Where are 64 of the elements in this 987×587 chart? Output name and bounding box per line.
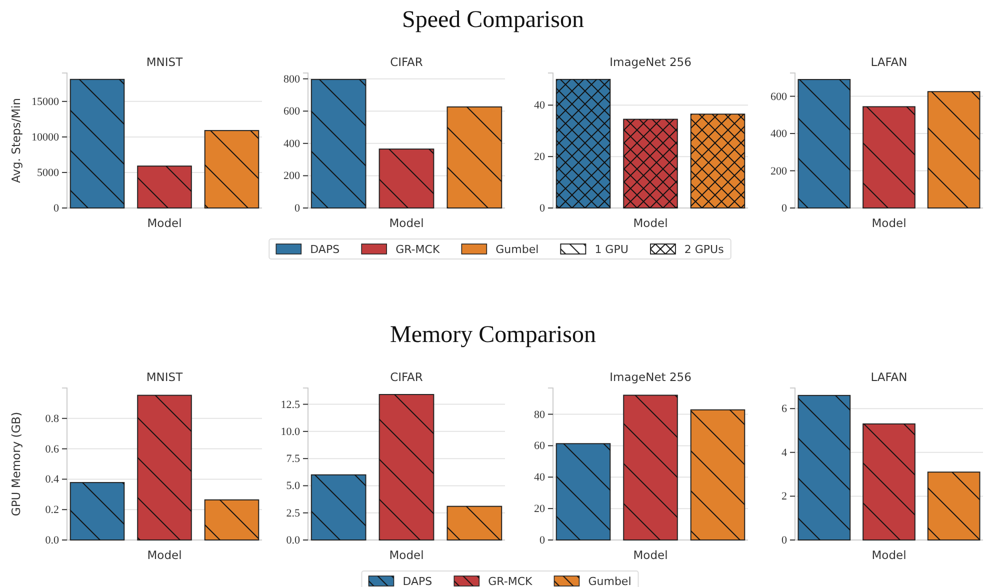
- x-axis-title: Model: [389, 548, 424, 562]
- y-tick-label: 10000: [32, 131, 60, 144]
- y-tick-label: 12.5: [280, 398, 300, 411]
- chart-title: LAFAN: [870, 370, 908, 384]
- y-tick-label: 0.0: [286, 534, 300, 547]
- text: 1 GPU: [594, 243, 628, 256]
- y-tick-label: 60: [534, 440, 546, 452]
- y-tick-label: 0: [54, 202, 60, 215]
- y-tick-label: 5000: [37, 166, 60, 179]
- legend-label: Gumbel: [496, 243, 539, 256]
- y-axis-title: Avg. Steps/Min: [9, 98, 23, 184]
- y-tick-label: 10.0: [280, 426, 300, 438]
- x-axis-title: Model: [872, 216, 906, 230]
- x-axis-title: Model: [147, 548, 182, 562]
- legend-label: Gumbel: [588, 575, 632, 587]
- y-tick-label: 0: [782, 202, 788, 215]
- y-tick-label: 0.2: [45, 504, 59, 516]
- x-axis-title: Model: [389, 216, 424, 230]
- y-tick-label: 7.5: [286, 453, 300, 466]
- legend-label: DAPS: [402, 575, 432, 587]
- y-tick-label: 0.4: [45, 474, 60, 486]
- y-tick-label: 20: [534, 503, 546, 516]
- x-axis-title: Model: [147, 216, 182, 230]
- y-tick-label: 80: [534, 408, 546, 421]
- y-tick-label: 15000: [32, 96, 60, 108]
- chart-title: ImageNet 256: [610, 55, 692, 69]
- chart-title: MNIST: [146, 55, 184, 69]
- y-tick-label: 40: [534, 472, 546, 484]
- legend-label: GR-MCK: [488, 575, 534, 587]
- legend-label: GR-MCK: [396, 243, 440, 256]
- y-tick-label: 4: [782, 446, 788, 459]
- chart-title: CIFAR: [390, 370, 423, 384]
- y-tick-label: 600: [284, 106, 300, 118]
- y-tick-label: 400: [284, 138, 300, 150]
- y-tick-label: 2.5: [286, 507, 300, 520]
- y-tick-label: 0: [294, 202, 300, 215]
- y-tick-label: 400: [770, 128, 788, 140]
- chart-title: LAFAN: [870, 55, 908, 69]
- y-tick-label: 200: [284, 170, 300, 182]
- y-tick-label: 600: [770, 90, 788, 103]
- chart-title: MNIST: [146, 370, 184, 384]
- y-tick-label: 0.0: [45, 534, 60, 547]
- chart-title: ImageNet 256: [610, 370, 692, 384]
- legend-label: DAPS: [310, 243, 340, 256]
- y-tick-label: 0.8: [45, 412, 60, 425]
- text: 2 GPUs: [684, 243, 724, 256]
- y-tick-label: 0: [782, 534, 788, 547]
- y-tick-label: 0: [540, 202, 546, 215]
- text: Memory Comparison: [390, 322, 596, 348]
- x-axis-title: Model: [633, 548, 668, 562]
- y-tick-label: 200: [770, 165, 788, 178]
- y-tick-label: 20: [534, 151, 546, 164]
- y-tick-label: 0: [540, 534, 546, 547]
- y-tick-label: 40: [534, 100, 546, 112]
- y-tick-label: 2: [782, 490, 787, 503]
- y-tick-label: 800: [284, 73, 300, 86]
- y-tick-label: 6: [782, 403, 788, 416]
- y-tick-label: 0.6: [45, 443, 60, 456]
- y-tick-label: 5.0: [286, 480, 300, 492]
- y-axis-title: GPU Memory (GB): [9, 412, 23, 516]
- chart-title: CIFAR: [390, 55, 423, 69]
- text: Speed Comparison: [402, 7, 584, 33]
- x-axis-title: Model: [872, 548, 906, 562]
- x-axis-title: Model: [633, 216, 668, 230]
